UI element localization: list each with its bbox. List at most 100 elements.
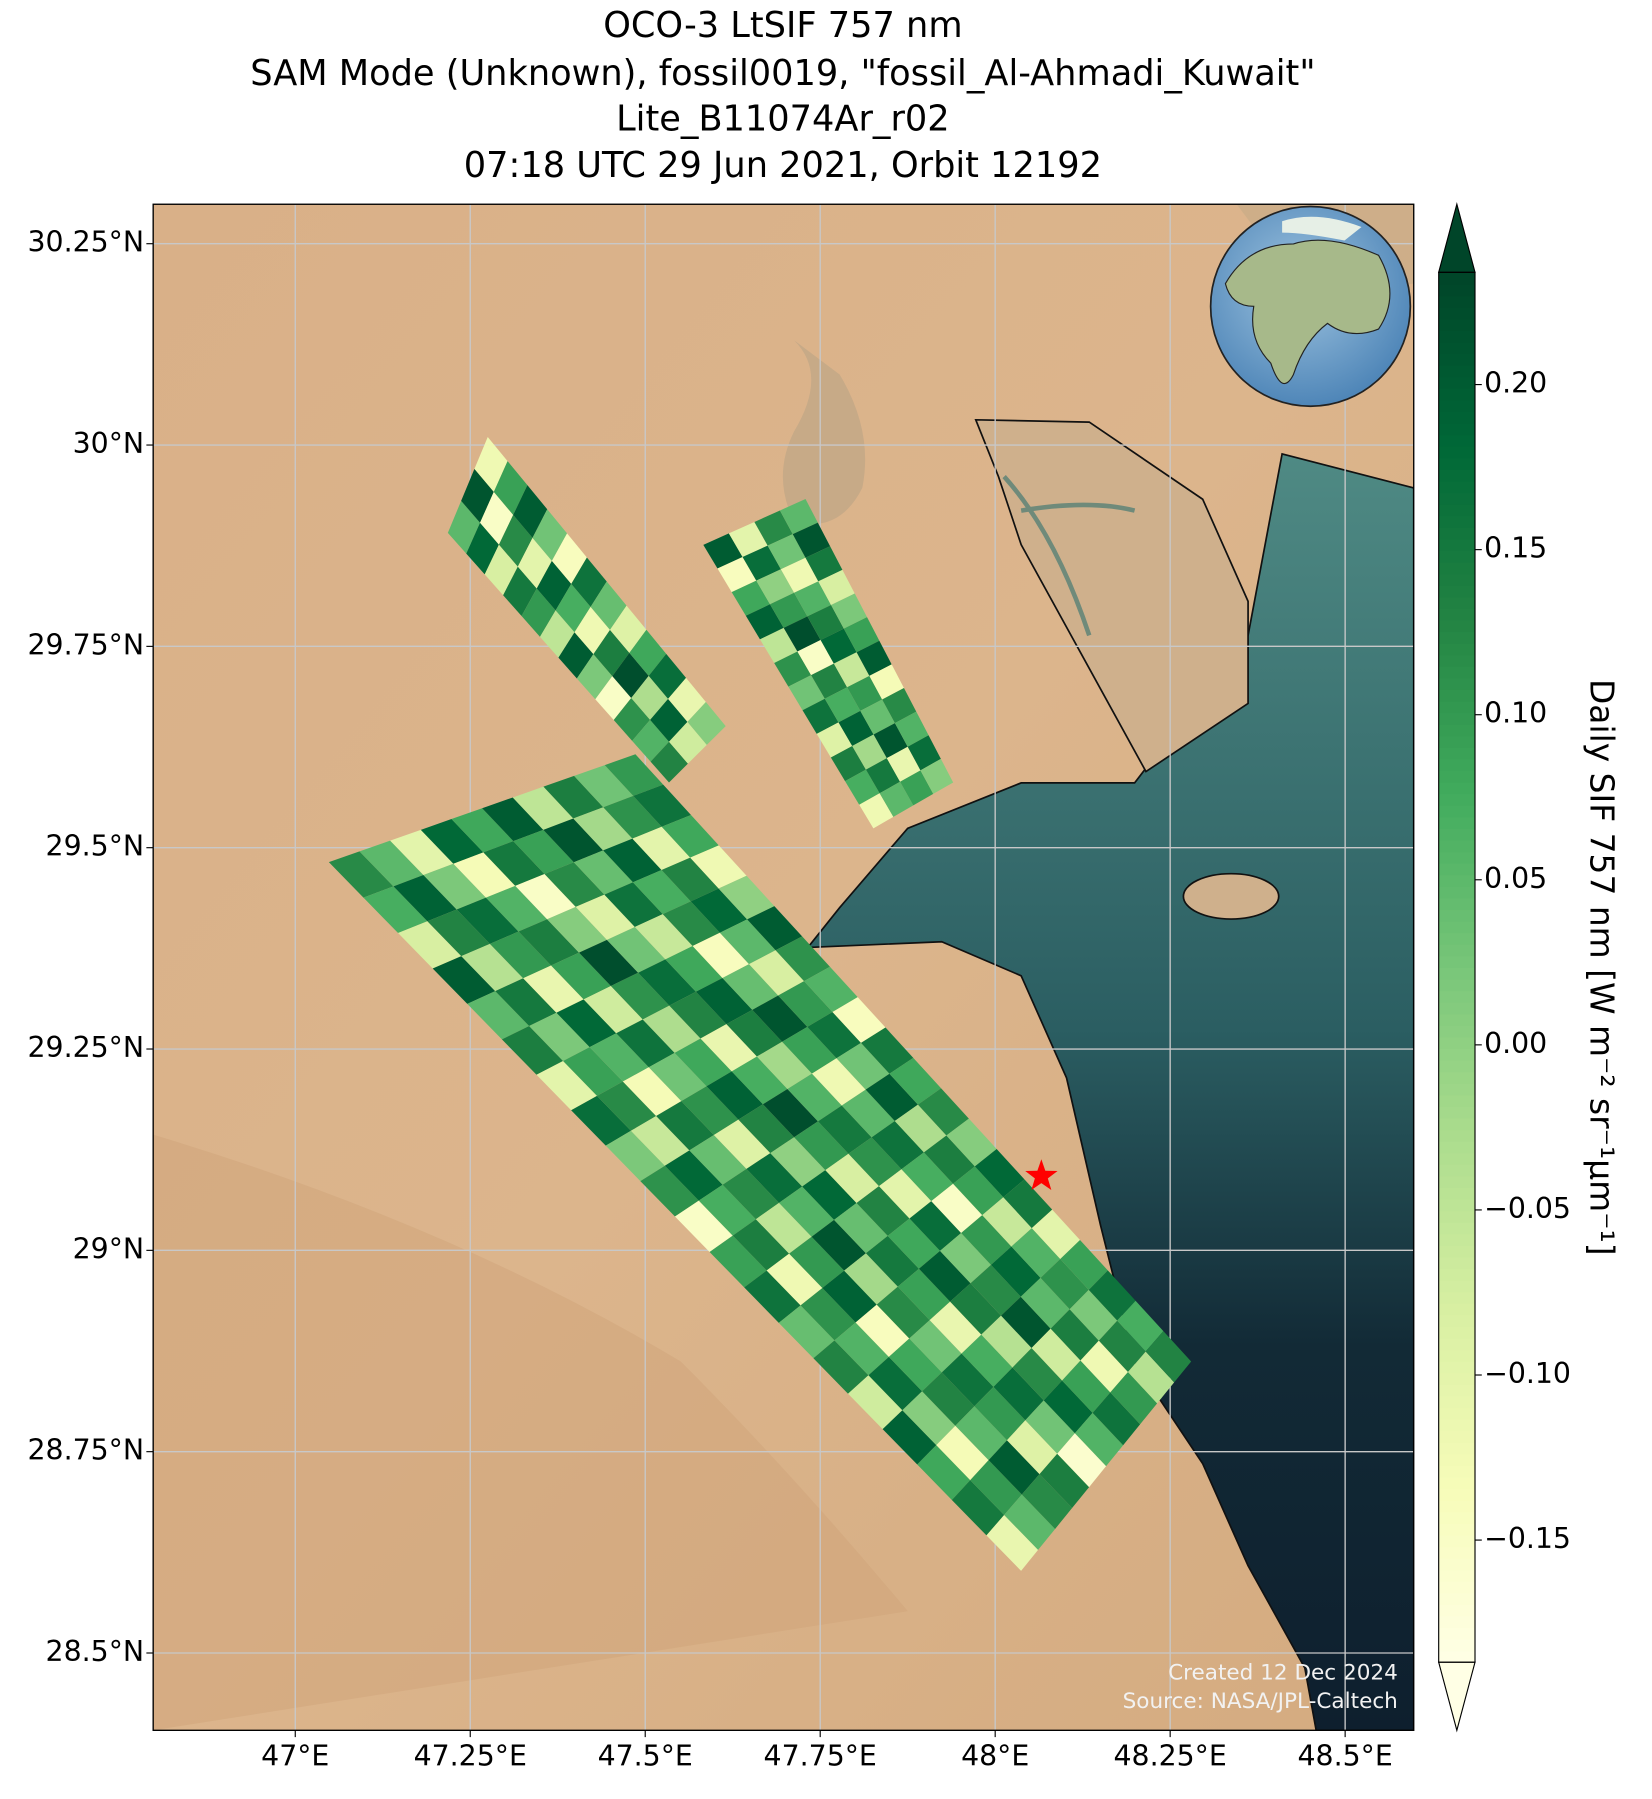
sif-cell [544, 862, 605, 907]
sif-cell [800, 1288, 856, 1341]
sif-cell [605, 1130, 665, 1182]
sif-cell [690, 845, 747, 889]
sif-cell [869, 664, 904, 700]
sif-cell [769, 592, 808, 628]
sif-cell [797, 640, 834, 676]
sif-cell [1074, 1412, 1124, 1467]
colorbar-step [1438, 1523, 1475, 1536]
sif-cell [738, 1104, 795, 1154]
sif-cell [941, 1353, 994, 1407]
sif-cell [982, 1197, 1032, 1247]
sif-cell [551, 952, 611, 1000]
colorbar-step [1438, 596, 1475, 609]
sif-cell [848, 1137, 902, 1187]
sif-cell [398, 921, 462, 969]
colorbar-step [1438, 874, 1475, 887]
colorbar-step [1438, 955, 1475, 968]
colorbar-step [1438, 538, 1475, 551]
sif-cell [834, 1322, 889, 1376]
sif-cell [390, 829, 454, 876]
sif-cell [661, 814, 719, 858]
sif-cell [1031, 1328, 1081, 1381]
sif-cell [674, 1200, 733, 1252]
sif-cell [1020, 1277, 1070, 1329]
sif-cell [668, 677, 706, 722]
colorbar-step [1438, 770, 1475, 783]
colorbar-step [1438, 978, 1475, 992]
sif-cell [888, 1338, 942, 1392]
sif-cell [860, 1027, 914, 1074]
sif-cell [574, 765, 634, 808]
sif-cell [650, 698, 688, 742]
sif-cell [556, 999, 617, 1048]
colorbar-step [1438, 932, 1475, 945]
continent [1224, 239, 1391, 385]
sif-cell [946, 1118, 997, 1167]
sif-cell [726, 1009, 783, 1057]
colorbar-step [1438, 990, 1475, 1003]
colorbar-step [1438, 1002, 1475, 1015]
sif-cell [755, 1202, 812, 1254]
sif-cell [876, 1286, 930, 1339]
sif-cell [662, 901, 720, 947]
sif-cell [420, 819, 484, 864]
sif-cell [461, 943, 524, 992]
colorbar-step [1438, 863, 1475, 876]
title-line: SAM Mode (Unknown), fossil0019, "fossil_… [250, 53, 1315, 94]
sif-cell [642, 1005, 701, 1053]
sif-cell [762, 1088, 818, 1138]
sif-cell [832, 997, 886, 1043]
colorbar-step [1438, 330, 1475, 343]
sif-cell [451, 808, 514, 853]
colorbar-step [1438, 1650, 1475, 1663]
colorbar-step [1438, 1025, 1475, 1038]
colorbar-step [1438, 307, 1475, 320]
sif-cell [703, 533, 743, 569]
sif-cell [669, 721, 707, 764]
colorbar-step [1438, 1083, 1475, 1096]
colorbar-step [1438, 747, 1475, 760]
sif-cell [860, 699, 895, 735]
colorbar-step [1438, 1453, 1475, 1467]
sif-cell [669, 991, 727, 1039]
sif-cell [674, 1038, 732, 1087]
sif-cell [970, 1460, 1022, 1515]
sif-cell [865, 758, 901, 794]
sif-cell [612, 652, 649, 698]
sif-cell [811, 663, 848, 699]
sif-cell [485, 885, 548, 932]
sif-cell [817, 1105, 872, 1154]
sif-cell [993, 1367, 1044, 1421]
sif-cell [489, 931, 552, 979]
sif-cell [843, 617, 880, 653]
sif-cell [606, 926, 666, 973]
sif-cell [692, 932, 750, 978]
x-tick-label: 48°E [961, 1740, 1029, 1773]
sif-cell [1110, 1371, 1158, 1425]
sif-cell [844, 1253, 898, 1305]
sif-cell [838, 710, 874, 747]
sif-cell [936, 1425, 989, 1481]
sif-cell [760, 627, 798, 664]
y-tick-label: 29°N [73, 1232, 144, 1265]
sif-cell [573, 850, 633, 895]
colorbar-step [1438, 1615, 1475, 1629]
sif-cell [767, 534, 806, 570]
sif-cell [613, 697, 651, 741]
colorbar-step [1438, 283, 1475, 297]
sif-cell [788, 675, 825, 711]
sif-cell [816, 722, 853, 758]
sif-cell [1062, 1360, 1111, 1413]
colorbar-step [1438, 388, 1475, 401]
colorbar-step [1438, 1048, 1475, 1061]
sif-cell [950, 1283, 1002, 1335]
colorbar-step [1438, 1117, 1475, 1131]
x-tick-label: 47.75°E [764, 1740, 877, 1773]
sif-cell [856, 640, 892, 676]
sif-cell [689, 1135, 747, 1185]
sif-cell [970, 1264, 1021, 1316]
colorbar-step [1438, 805, 1475, 818]
colorbar-step [1438, 1222, 1475, 1235]
sif-cell [1117, 1300, 1164, 1352]
sif-cell [1031, 1209, 1081, 1259]
